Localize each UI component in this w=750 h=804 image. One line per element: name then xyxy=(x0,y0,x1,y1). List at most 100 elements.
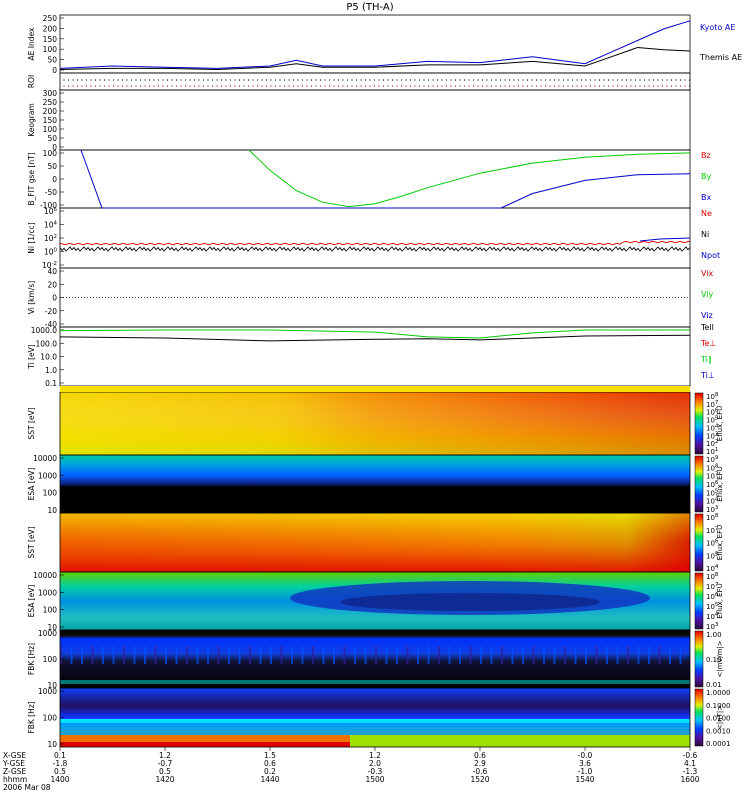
roi-dot xyxy=(238,85,241,87)
xaxis-value-hhmm: 1600 xyxy=(680,775,699,784)
cbtick-esa_i: 107 xyxy=(706,582,719,591)
xaxis-value-Z-GSE: -1.0 xyxy=(578,767,593,776)
ytick-ae: 50 xyxy=(47,56,57,65)
roi-dot xyxy=(666,79,668,81)
roi-dot xyxy=(427,79,430,81)
cbtick-fbk_e: 0.0100 xyxy=(706,715,731,723)
panel-frame-roi xyxy=(59,72,691,91)
roi-dot xyxy=(216,85,218,87)
roi-dot xyxy=(675,79,677,81)
roi-dot xyxy=(148,85,151,87)
roi-dot xyxy=(139,79,142,81)
roi-dot xyxy=(634,85,637,87)
roi-dot xyxy=(184,79,187,81)
panels-group xyxy=(59,14,704,748)
ytick-keogram: 0 xyxy=(52,143,57,152)
cbtick-esa_e: 104 xyxy=(706,497,719,506)
xaxis-value-X-GSE: 0.6 xyxy=(474,751,486,760)
roi-dot xyxy=(625,79,628,81)
roi-dot xyxy=(157,79,160,81)
legend-bfit: Bx xyxy=(701,193,711,202)
xaxis-label-z-gse: Z-GSE xyxy=(3,767,27,776)
ylabel-ni: Ni [1/cc] xyxy=(27,222,36,254)
ytick-ti: 1.0 xyxy=(45,366,57,375)
roi-dot xyxy=(351,79,353,81)
cbtick-sst_e: 108 xyxy=(706,392,719,401)
fbk-b-stripe xyxy=(322,646,325,664)
roi-dot xyxy=(630,79,632,81)
fbk-b-stripe xyxy=(133,646,136,664)
labels-group: AE Index250200150100500ROIKeogram3002502… xyxy=(27,14,742,784)
roi-dot xyxy=(414,85,416,87)
roi-dot xyxy=(657,85,659,87)
roi-dot xyxy=(625,85,628,87)
fbk-e-line xyxy=(60,719,690,723)
xaxis-value-Y-GSE: 2.9 xyxy=(474,759,486,768)
ni-npot-line xyxy=(59,246,691,252)
roi-dot xyxy=(603,85,605,87)
roi-dot xyxy=(580,79,583,81)
cblabel-esa_i: Eflux, EFU xyxy=(716,583,724,618)
roi-dot xyxy=(526,85,529,87)
roi-dot xyxy=(166,85,169,87)
roi-dot xyxy=(216,79,218,81)
roi-dot xyxy=(310,85,313,87)
ytick-fbk_e: 1000 xyxy=(38,687,57,696)
fbk-b-low xyxy=(60,680,690,684)
roi-dot xyxy=(630,85,632,87)
legend-ni: Ne xyxy=(701,209,712,218)
ytick-esa_e: 100 xyxy=(43,489,58,498)
roi-dot xyxy=(486,79,488,81)
colorbar-fbk_e xyxy=(694,688,704,747)
legend-ni: Npot xyxy=(701,251,720,260)
roi-dot xyxy=(229,79,232,81)
roi-dot xyxy=(652,79,655,81)
esa-i-core-dark xyxy=(340,593,600,611)
roi-dot xyxy=(585,85,587,87)
roi-dot xyxy=(391,79,394,81)
fbk-b-stripe xyxy=(354,646,356,664)
roi-dot xyxy=(495,79,497,81)
roi-dot xyxy=(229,85,232,87)
cbtick-sst_e: 104 xyxy=(706,423,719,432)
roi-dot xyxy=(297,85,299,87)
xaxis-label-hhmm: hhmm xyxy=(3,775,27,784)
fbk-b-stripe xyxy=(469,646,472,664)
roi-dot xyxy=(189,79,191,81)
cblabel-esa_e: Eflux, EFU xyxy=(716,466,724,501)
roi-dot xyxy=(63,85,65,87)
roi-dot xyxy=(661,85,664,87)
cblabel-fbk_b: <|mV/m|> xyxy=(716,640,724,677)
ni-ni-line xyxy=(639,237,691,242)
roi-dot xyxy=(364,79,367,81)
xaxis-label-y-gse: Y-GSE xyxy=(2,759,25,768)
roi-dot xyxy=(63,79,65,81)
roi-dot xyxy=(531,85,533,87)
roi-dot xyxy=(144,85,146,87)
roi-dot xyxy=(342,79,344,81)
ytick-esa_e: 10000 xyxy=(33,454,57,463)
roi-dot xyxy=(544,85,547,87)
series-line xyxy=(80,149,691,209)
roi-dot xyxy=(207,79,209,81)
roi-dot xyxy=(567,79,569,81)
ytick-bfit: -100 xyxy=(40,201,57,210)
roi-dot xyxy=(261,79,263,81)
roi-dot xyxy=(675,85,677,87)
roi-dot xyxy=(274,79,277,81)
fbk-b-stripe xyxy=(375,646,377,664)
roi-dot xyxy=(103,85,106,87)
fbk-b-stripe xyxy=(364,646,367,664)
ytick-fbk_b: 1000 xyxy=(38,629,57,638)
roi-dot xyxy=(81,79,83,81)
roi-dot xyxy=(81,85,83,87)
roi-dot xyxy=(472,85,475,87)
roi-dot xyxy=(571,79,574,81)
legend-kyoto: Kyoto AE xyxy=(700,23,735,32)
xaxis-value-Y-GSE: 4.1 xyxy=(684,759,696,768)
legend-ni: Ni xyxy=(701,230,709,239)
roi-dot xyxy=(441,85,443,87)
ylabel-esa_i: ESA [eV] xyxy=(27,585,36,618)
roi-dot xyxy=(378,85,380,87)
